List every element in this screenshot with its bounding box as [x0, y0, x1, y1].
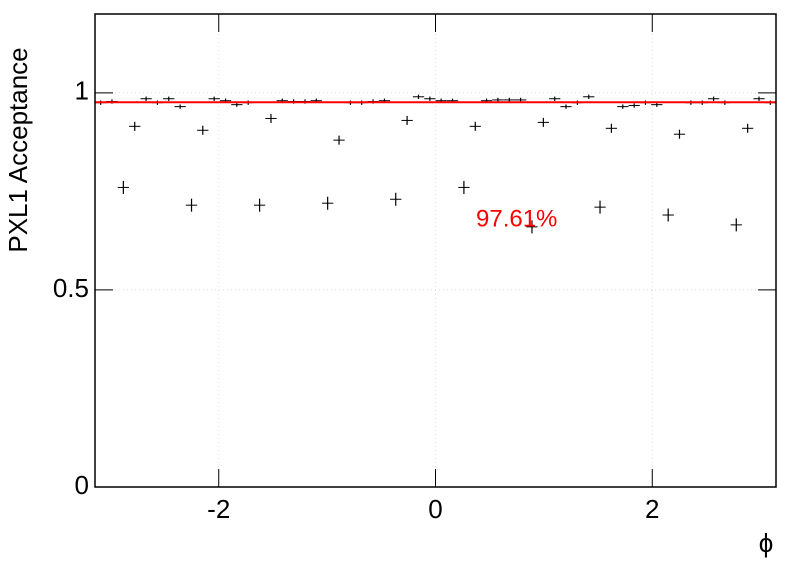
x-tick-label: 2: [645, 494, 659, 524]
y-axis-label: PXL1 Acceptance: [3, 47, 33, 252]
frame: [94, 13, 777, 488]
y-tick-label: 1: [75, 76, 89, 106]
x-tick-label: 0: [428, 494, 442, 524]
y-tick-label: 0: [75, 470, 89, 500]
y-tick-label: 0.5: [53, 273, 89, 303]
x-axis-label: ϕ: [759, 528, 774, 558]
fit-label: 97.61%: [476, 205, 557, 232]
x-tick-label: -2: [207, 494, 230, 524]
